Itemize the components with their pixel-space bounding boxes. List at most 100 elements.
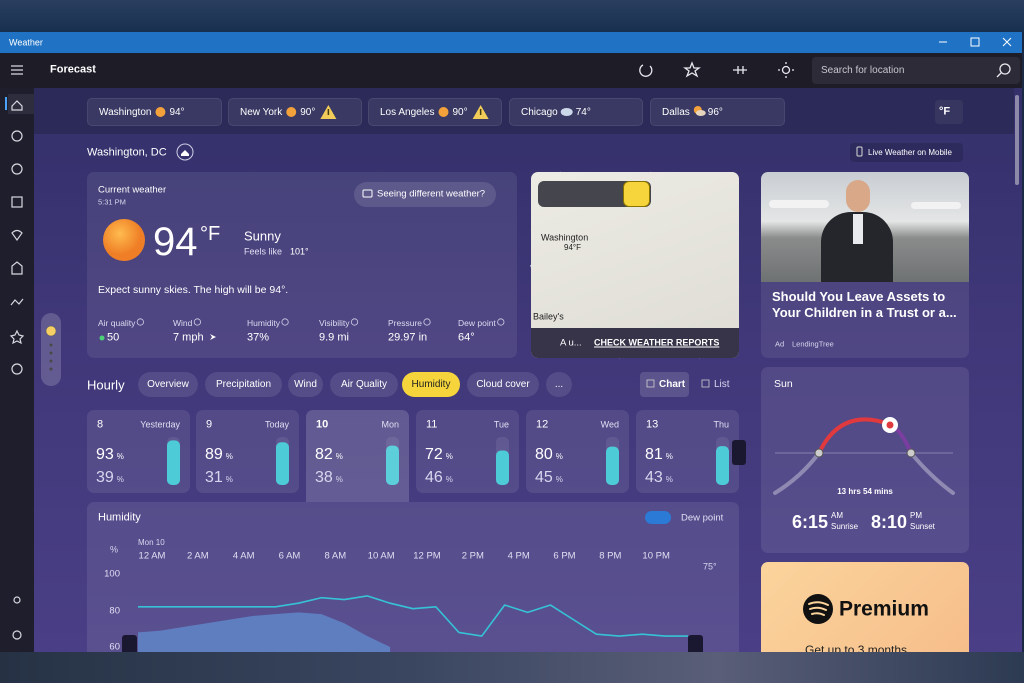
location-name: Washington, DC	[87, 146, 167, 159]
feels-label: Feels like	[244, 246, 283, 257]
sun-title: Sun	[774, 377, 793, 390]
chart-next[interactable]	[688, 635, 703, 652]
theme-rays	[778, 62, 794, 78]
trends-icon[interactable]	[10, 298, 24, 306]
day-card[interactable]: 9 Today 89% 31%	[196, 410, 299, 493]
favorite-card[interactable]: Dallas 96°	[650, 98, 785, 126]
side-pill-dot	[49, 359, 53, 363]
sunset-label: Sunset	[910, 522, 935, 531]
calendar-icon[interactable]	[11, 196, 23, 208]
hourly-tab[interactable]: ...	[546, 372, 572, 397]
favorite-temp: 74°	[575, 107, 591, 118]
account-icon[interactable]	[13, 596, 21, 604]
detail-label: Pressure	[388, 317, 423, 328]
view-toggle[interactable]: Chart	[640, 372, 689, 397]
map-layer-active[interactable]	[623, 181, 650, 207]
detail-label: Air quality	[98, 317, 136, 328]
chart-prev[interactable]	[122, 635, 137, 652]
summary: Expect sunny skies. The high will be 94°…	[98, 283, 289, 296]
map-temp: 94°F	[564, 243, 581, 252]
days-next[interactable]	[732, 440, 746, 465]
view-toggle[interactable]: List	[695, 372, 738, 397]
map-footer[interactable]: A u... CHECK WEATHER REPORTS	[531, 328, 739, 358]
desktop-top	[0, 0, 1024, 32]
theme-icon[interactable]	[781, 65, 791, 75]
y-tick-label: 100	[104, 568, 120, 580]
x-tick-label: 10 AM	[367, 550, 395, 562]
promo-card[interactable]: Premium Get up to 3 months	[761, 562, 969, 652]
detail-label: Wind	[173, 317, 193, 328]
maps-icon[interactable]	[11, 229, 23, 242]
favorite-card[interactable]: Washington 94°	[87, 98, 222, 126]
settings-icon[interactable]	[12, 630, 22, 640]
search-icon[interactable]	[999, 63, 1011, 75]
favorites-icon[interactable]	[9, 329, 25, 345]
search-box[interactable]: Search for location	[812, 57, 1020, 84]
day-card[interactable]: 13 Thu 81% 43%	[636, 410, 739, 493]
sun-card: Sun 13 hrs 54 mins 6:15 AM Sunrise 8:10 PM Suns…	[761, 367, 969, 553]
day-number: 9	[206, 418, 213, 431]
hourly-tab[interactable]: Air Quality	[330, 372, 398, 397]
hourly-tab-label: Air Quality	[340, 378, 388, 390]
radar-icon[interactable]	[11, 130, 23, 142]
nav-selected	[8, 94, 34, 114]
feedback-button[interactable]: Seeing different weather?	[354, 182, 496, 207]
dew-toggle-label: Dew point	[681, 512, 724, 524]
y-tick-label: 60	[109, 641, 120, 652]
mobile-button[interactable]: Live Weather on Mobile	[850, 143, 963, 162]
day-unit: %	[555, 452, 563, 461]
feels-value: 101°	[290, 246, 309, 257]
hourly-tab[interactable]: Precipitation	[205, 372, 282, 397]
favorite-temp: 90°	[452, 107, 468, 118]
day-card[interactable]: 11 Tue 72% 46%	[416, 410, 519, 493]
hourly-tab-label: Cloud cover	[476, 378, 530, 390]
refresh-icon[interactable]	[639, 64, 653, 77]
day-number: 10	[316, 418, 329, 431]
favorite-icon[interactable]	[683, 61, 701, 78]
home-icon[interactable]	[11, 100, 23, 111]
current-time: 5:31 PM	[98, 197, 126, 207]
hourly-tab[interactable]: Cloud cover	[467, 372, 539, 397]
x-tick-label: 8 AM	[324, 550, 347, 562]
favorite-city: Washington	[99, 107, 152, 118]
hourly-tab-label: ...	[554, 378, 564, 390]
favorite-temp: 96°	[707, 107, 723, 118]
night-curve	[773, 451, 955, 495]
mobile-label: Live Weather on Mobile	[868, 148, 952, 157]
x-tick-label: 6 PM	[553, 550, 576, 562]
x-tick-label: 4 PM	[507, 550, 530, 562]
favorite-city: New York	[240, 107, 283, 118]
scrollbar[interactable]	[1015, 95, 1019, 185]
day-unit: %	[335, 452, 343, 461]
day-high: 81	[645, 446, 663, 463]
favorite-card[interactable]: New York 90°	[228, 98, 362, 126]
detail-value: 9.9 mi	[319, 331, 349, 344]
search-placeholder: Search for location	[821, 65, 905, 76]
hourly-tab[interactable]: Overview	[138, 372, 198, 397]
pin-icon[interactable]	[733, 66, 747, 74]
x-tick-label: 4 AM	[232, 550, 255, 562]
unit-button[interactable]: °F	[935, 100, 963, 124]
info-icon	[350, 318, 359, 326]
day-unit: %	[555, 475, 563, 484]
favorite-card[interactable]: Los Angeles 90°	[368, 98, 502, 126]
promo-logo	[803, 594, 833, 624]
desktop-bottom	[0, 652, 1024, 683]
feedback-icon[interactable]	[11, 363, 23, 375]
hourly-tab[interactable]: Wind	[288, 372, 323, 397]
day-card[interactable]: 10 Mon 82% 38%	[306, 410, 409, 502]
side-pill[interactable]	[41, 313, 61, 386]
day-card[interactable]: 8 Yesterday 93% 39%	[87, 410, 190, 493]
day-low: 38	[315, 469, 333, 486]
ad-title: Should You Leave Assets to Your Children…	[772, 289, 957, 320]
day-card[interactable]: 12 Wed 80% 45%	[526, 410, 629, 493]
y-tick-label: 80	[109, 604, 120, 616]
day-number: 13	[646, 418, 659, 431]
favorite-card[interactable]: Chicago 74°	[509, 98, 643, 126]
dew-toggle[interactable]	[645, 511, 671, 524]
life-icon[interactable]	[11, 261, 23, 275]
menu-icon[interactable]	[11, 65, 23, 75]
hourly-tab[interactable]: Humidity	[402, 372, 460, 397]
clock-icon[interactable]	[11, 163, 23, 175]
weather-icon	[155, 107, 166, 117]
